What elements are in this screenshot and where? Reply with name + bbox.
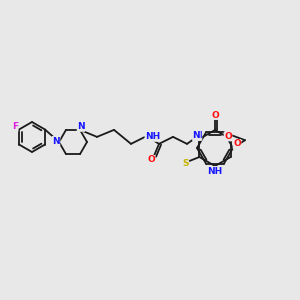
Text: N: N [77, 122, 85, 131]
Text: N: N [193, 131, 200, 140]
Text: S: S [182, 158, 189, 167]
Text: N: N [194, 131, 202, 140]
Text: O: O [147, 155, 155, 164]
Text: F: F [12, 122, 18, 131]
Text: N: N [52, 136, 60, 146]
Text: O: O [224, 132, 232, 141]
Text: NH: NH [207, 167, 223, 176]
Text: NH: NH [145, 132, 160, 141]
Text: O: O [233, 140, 241, 148]
Text: O: O [211, 110, 219, 119]
